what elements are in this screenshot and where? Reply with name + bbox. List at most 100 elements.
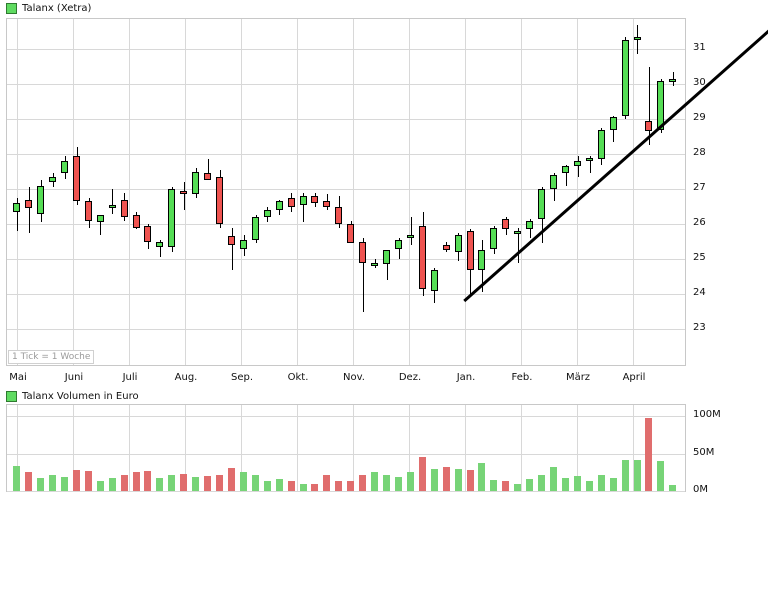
volume-bar-down[interactable]: [216, 475, 224, 491]
candle-body-up[interactable]: [490, 227, 498, 249]
volume-bar-down[interactable]: [228, 467, 236, 491]
volume-bar-up[interactable]: [526, 479, 534, 491]
volume-bar-down[interactable]: [133, 472, 141, 491]
volume-bar-up[interactable]: [634, 460, 642, 491]
volume-bar-up[interactable]: [610, 478, 618, 491]
volume-bar-up[interactable]: [407, 471, 415, 491]
volume-bar-up[interactable]: [37, 478, 45, 491]
candle-body-up[interactable]: [431, 269, 439, 291]
volume-bar-down[interactable]: [25, 471, 33, 491]
candle-body-up[interactable]: [574, 161, 582, 167]
volume-bar-up[interactable]: [13, 465, 21, 491]
candle-body-up[interactable]: [610, 117, 618, 130]
candle-body-down[interactable]: [311, 196, 319, 203]
candle-body-down[interactable]: [288, 197, 296, 207]
candle-body-up[interactable]: [37, 185, 45, 214]
candle-body-up[interactable]: [252, 217, 260, 240]
candle-body-down[interactable]: [73, 155, 81, 202]
candle-body-up[interactable]: [622, 40, 630, 116]
candle-body-down[interactable]: [502, 218, 510, 230]
volume-bar-down[interactable]: [359, 474, 367, 491]
volume-bar-up[interactable]: [431, 468, 439, 491]
candle-body-up[interactable]: [634, 36, 642, 41]
volume-bar-up[interactable]: [490, 479, 498, 491]
volume-bar-down[interactable]: [85, 470, 93, 491]
volume-bar-up[interactable]: [276, 479, 284, 491]
volume-bar-up[interactable]: [550, 467, 558, 491]
candle-body-up[interactable]: [550, 175, 558, 189]
volume-bar-up[interactable]: [514, 484, 522, 491]
volume-bar-up[interactable]: [49, 475, 57, 491]
volume-bar-up[interactable]: [622, 460, 630, 491]
volume-bar-down[interactable]: [443, 467, 451, 491]
candle-body-up[interactable]: [455, 234, 463, 252]
candle-body-up[interactable]: [514, 231, 522, 234]
volume-bar-up[interactable]: [168, 475, 176, 491]
candle-body-up[interactable]: [61, 161, 69, 174]
volume-bar-up[interactable]: [264, 480, 272, 491]
candle-body-down[interactable]: [645, 120, 653, 132]
candle-body-up[interactable]: [300, 196, 308, 205]
candle-body-up[interactable]: [264, 210, 272, 217]
candle-body-up[interactable]: [562, 166, 570, 174]
volume-bar-up[interactable]: [192, 476, 200, 491]
volume-bar-down[interactable]: [347, 481, 355, 491]
candle-body-down[interactable]: [228, 236, 236, 245]
candle-body-down[interactable]: [133, 215, 141, 228]
candle-body-up[interactable]: [526, 220, 534, 230]
volume-bar-up[interactable]: [598, 474, 606, 491]
volume-bar-down[interactable]: [419, 456, 427, 491]
volume-bar-up[interactable]: [97, 480, 105, 491]
candle-body-down[interactable]: [121, 199, 129, 217]
candle-body-up[interactable]: [586, 157, 594, 161]
volume-bar-up[interactable]: [156, 477, 164, 491]
candle-body-up[interactable]: [109, 204, 117, 208]
volume-bar-down[interactable]: [180, 473, 188, 491]
candle-body-up[interactable]: [97, 215, 105, 223]
candle-body-up[interactable]: [49, 176, 57, 182]
candle-body-up[interactable]: [13, 203, 21, 212]
volume-bar-down[interactable]: [288, 481, 296, 491]
volume-bar-down[interactable]: [144, 470, 152, 491]
candle-body-down[interactable]: [335, 206, 343, 224]
volume-bar-down[interactable]: [645, 417, 653, 491]
candle-body-down[interactable]: [443, 245, 451, 251]
volume-bar-up[interactable]: [586, 480, 594, 491]
candle-body-down[interactable]: [216, 176, 224, 224]
volume-bar-up[interactable]: [240, 471, 248, 491]
candle-body-down[interactable]: [419, 225, 427, 289]
candle-body-up[interactable]: [395, 239, 403, 249]
volume-bar-up[interactable]: [109, 477, 117, 491]
volume-bar-up[interactable]: [252, 474, 260, 491]
candle-body-down[interactable]: [25, 199, 33, 209]
volume-bar-down[interactable]: [323, 475, 331, 491]
candle-body-up[interactable]: [478, 250, 486, 270]
candle-body-up[interactable]: [168, 189, 176, 247]
candle-body-up[interactable]: [598, 129, 606, 160]
candle-body-down[interactable]: [323, 201, 331, 207]
price-chart-panel[interactable]: 1 Tick = 1 Woche: [6, 18, 768, 366]
volume-bar-down[interactable]: [335, 480, 343, 491]
candle-body-down[interactable]: [180, 190, 188, 195]
candle-body-up[interactable]: [240, 239, 248, 249]
volume-bar-up[interactable]: [371, 471, 379, 491]
candle-body-down[interactable]: [467, 231, 475, 270]
candle-body-up[interactable]: [371, 262, 379, 266]
volume-bar-down[interactable]: [204, 476, 212, 491]
volume-bar-up[interactable]: [669, 485, 677, 491]
volume-bar-up[interactable]: [538, 474, 546, 491]
candle-body-up[interactable]: [669, 78, 677, 82]
volume-bar-up[interactable]: [300, 483, 308, 491]
candle-body-up[interactable]: [192, 171, 200, 195]
volume-chart-panel[interactable]: [6, 404, 686, 492]
candle-body-up[interactable]: [407, 234, 415, 238]
volume-bar-down[interactable]: [502, 481, 510, 491]
volume-bar-down[interactable]: [467, 470, 475, 491]
volume-bar-down[interactable]: [73, 470, 81, 491]
candle-body-up[interactable]: [383, 250, 391, 265]
volume-bar-up[interactable]: [455, 468, 463, 491]
volume-bar-up[interactable]: [562, 477, 570, 491]
candle-body-up[interactable]: [657, 80, 665, 130]
volume-bar-up[interactable]: [574, 476, 582, 491]
volume-bar-up[interactable]: [657, 461, 665, 491]
